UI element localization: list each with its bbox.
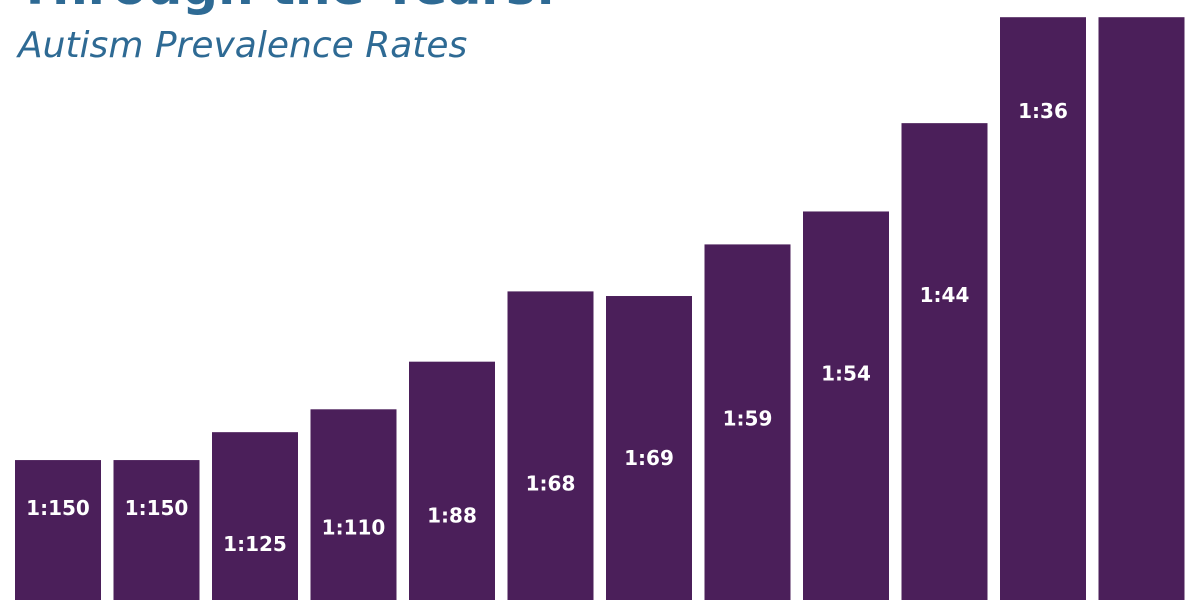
- bar-8: [704, 244, 791, 600]
- page-title: Through the Years:: [18, 0, 556, 12]
- bar-10: [901, 123, 988, 600]
- bar-6: [507, 291, 594, 600]
- bar-label-5: 1:88: [427, 504, 477, 528]
- bar-label-1: 1:150: [26, 496, 90, 520]
- bar-2: [113, 460, 200, 600]
- bar-1: [15, 460, 101, 600]
- bar-5: [409, 361, 495, 600]
- bar-label-2: 1:150: [125, 496, 189, 520]
- bar-label-7: 1:69: [624, 446, 674, 470]
- bar-label-9: 1:54: [821, 361, 871, 385]
- bar-label-11: 1:36: [1018, 99, 1068, 123]
- bar-label-8: 1:59: [723, 406, 773, 430]
- bar-label-6: 1:68: [526, 471, 576, 495]
- bar-label-4: 1:110: [322, 515, 386, 539]
- bar-9: [803, 211, 889, 600]
- bar-label-3: 1:125: [223, 532, 287, 556]
- bar-label-10: 1:44: [920, 283, 970, 307]
- bar-12: [1098, 17, 1185, 600]
- bar-3: [212, 432, 298, 600]
- bar-4: [310, 409, 397, 600]
- bar-7: [606, 296, 692, 600]
- bar-11: [1000, 17, 1086, 600]
- page-subtitle: Autism Prevalence Rates: [18, 25, 468, 66]
